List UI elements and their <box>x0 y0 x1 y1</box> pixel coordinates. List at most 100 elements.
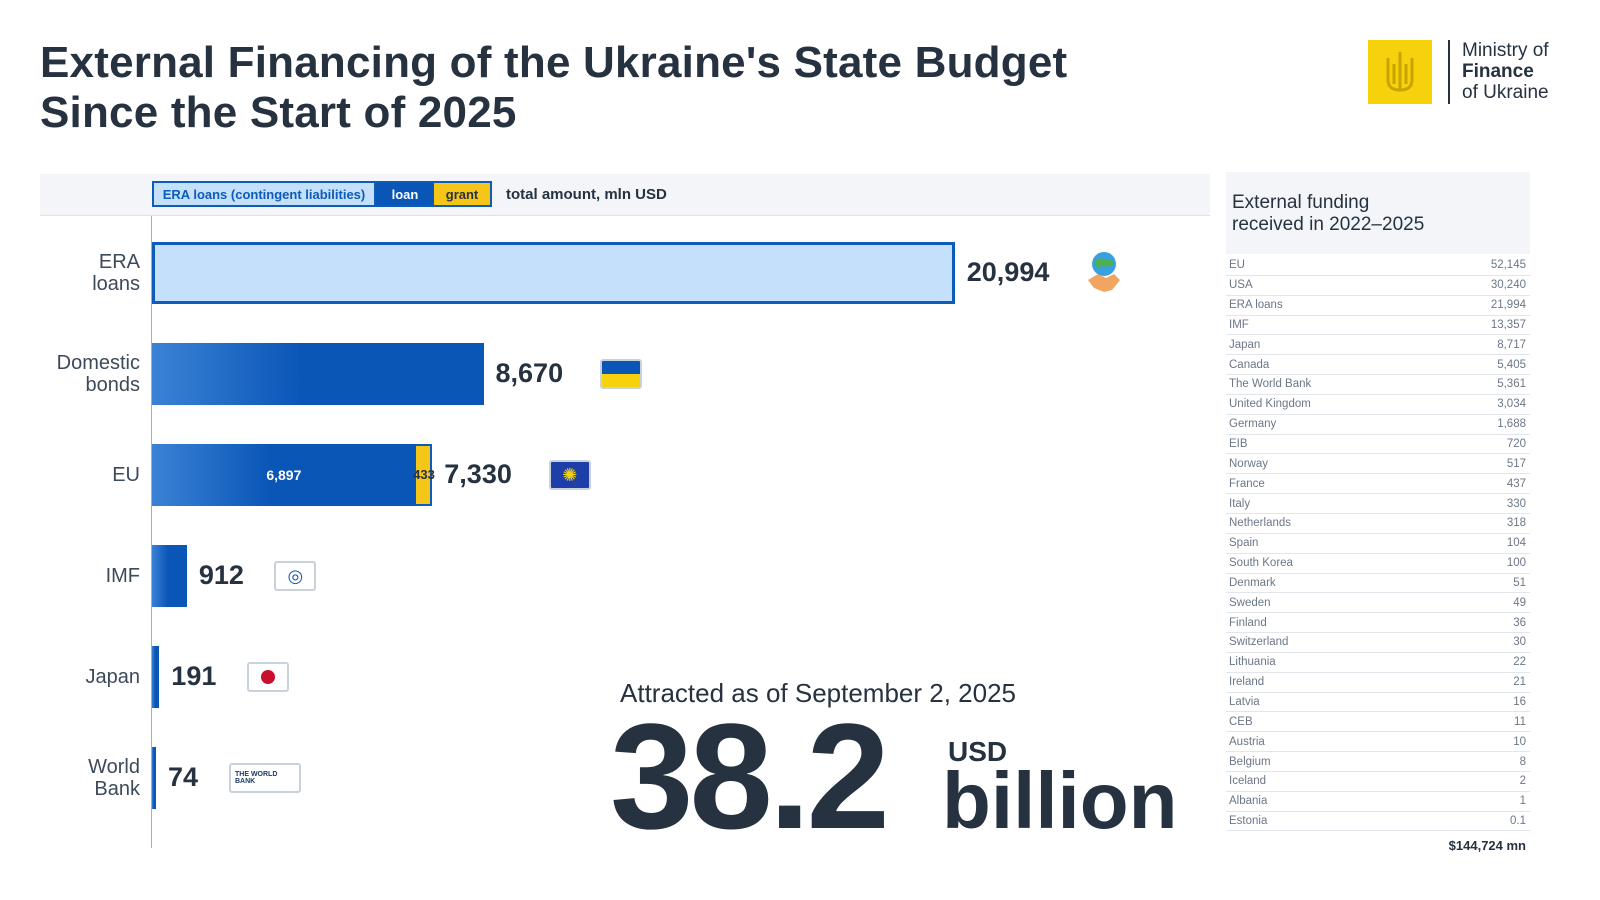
table-row-name: Japan <box>1229 338 1261 351</box>
table-row-name: France <box>1229 477 1265 490</box>
table-row-name: Canada <box>1229 358 1270 371</box>
table-row: Norway 517 <box>1226 454 1530 475</box>
segment-label-loan-eu: 6,897 <box>266 467 302 483</box>
funding-table: External funding received in 2022–2025 E… <box>1226 172 1530 862</box>
table-row-value: 36 <box>1513 616 1526 629</box>
handshake-globe-icon <box>1086 250 1122 294</box>
table-row: Germany 1,688 <box>1226 415 1530 435</box>
table-row-value: 330 <box>1506 497 1526 510</box>
funding-table-title: External funding received in 2022–2025 <box>1232 192 1424 236</box>
imf-logo-icon: ◎ <box>274 561 317 591</box>
logo-line-3: of Ukraine <box>1462 82 1549 103</box>
table-row-name: Germany <box>1229 418 1277 431</box>
table-row-name: Albania <box>1229 795 1268 808</box>
table-row-name: EIB <box>1229 438 1248 451</box>
value-label-imf: 912 <box>198 560 244 590</box>
value-label-domestic: 8,670 <box>495 358 564 388</box>
chart-legend: ERA loans (contingent liabilities) loan … <box>40 174 1210 216</box>
table-row-value: 10 <box>1513 735 1526 748</box>
legend-era: ERA loans (contingent liabilities) <box>152 181 376 207</box>
table-row: ERA loans 21,994 <box>1226 296 1530 316</box>
table-row-value: 11 <box>1514 715 1526 728</box>
total-currency: USD <box>948 736 1008 767</box>
table-row-value: 104 <box>1506 537 1526 550</box>
eu-flag-icon: ✺ <box>548 460 591 490</box>
table-row-name: Sweden <box>1229 596 1271 609</box>
title-line-2: Since the Start of 2025 <box>40 88 517 137</box>
value-label-eu: 7,330 <box>444 459 512 489</box>
table-row-name: Spain <box>1229 537 1259 550</box>
table-row: Switzerland 30 <box>1226 633 1530 653</box>
legend-unit: total amount, mln USD <box>506 186 667 203</box>
table-row-value: 51 <box>1513 576 1526 589</box>
table-row: Ireland 21 <box>1226 673 1530 693</box>
title-line-1: External Financing of the Ukraine's Stat… <box>40 38 1068 87</box>
table-row: Denmark 51 <box>1226 574 1530 594</box>
table-row-value: 100 <box>1506 557 1526 570</box>
ukraine-flag-icon <box>600 359 643 389</box>
table-row: Latvia 16 <box>1226 693 1530 713</box>
table-row-name: The World Bank <box>1229 378 1312 391</box>
table-row-value: 5,361 <box>1497 378 1526 391</box>
category-label-domestic: Domestic bonds <box>56 352 140 396</box>
bar-loan-eu <box>152 444 416 506</box>
table-row: South Korea 100 <box>1226 554 1530 574</box>
attracted-label: Attracted as of September 2, 2025 <box>620 678 1017 708</box>
table-row: The World Bank 5,361 <box>1226 375 1530 395</box>
total-scale: billion <box>942 756 1178 845</box>
table-row: Italy 330 <box>1226 494 1530 514</box>
category-label-era: ERA loans <box>92 251 140 295</box>
table-row-name: USA <box>1229 279 1253 292</box>
table-row-value: 437 <box>1506 477 1526 490</box>
table-row-value: 5,405 <box>1497 358 1526 371</box>
funding-table-header: External funding received in 2022–2025 <box>1226 172 1530 254</box>
funding-table-rows: EU 52,145 USA 30,240 ERA loans 21,994 IMF 13,35… <box>1226 256 1530 832</box>
funding-title-line-2: received in 2022–2025 <box>1232 214 1425 235</box>
segment-label-grant-eu: 433 <box>413 467 435 482</box>
table-row-name: ERA loans <box>1229 299 1283 312</box>
table-row-value: 22 <box>1513 656 1526 669</box>
table-row: Belgium 8 <box>1226 752 1530 772</box>
category-label-imf: IMF <box>105 565 140 587</box>
total-amount: 38.2 <box>610 692 890 860</box>
table-row-name: Denmark <box>1229 576 1276 589</box>
table-row-name: EU <box>1229 259 1245 272</box>
table-row-value: 30,240 <box>1490 279 1526 292</box>
table-row-value: 517 <box>1506 457 1526 470</box>
table-row: Lithuania 22 <box>1226 653 1530 673</box>
bar-loan-imf <box>152 545 187 607</box>
table-row-name: Italy <box>1229 497 1251 510</box>
table-row: Japan 8,717 <box>1226 335 1530 356</box>
category-label-eu: EU <box>112 464 140 486</box>
table-row: Sweden 49 <box>1226 593 1530 614</box>
table-row-value: 30 <box>1513 636 1526 649</box>
value-label-era: 20,994 <box>966 257 1050 287</box>
world-bank-logo-text: THE WORLD BANK <box>235 771 278 785</box>
table-row: EIB 720 <box>1226 435 1530 455</box>
table-row: Estonia 0.1 <box>1226 812 1530 832</box>
bar-chart: ERA loans (contingent liabilities) loan … <box>40 174 1210 854</box>
table-row-name: IMF <box>1229 318 1249 331</box>
world-bank-logo-icon: THE WORLD BANK <box>229 763 301 793</box>
table-row-name: Lithuania <box>1229 656 1276 669</box>
table-row-name: United Kingdom <box>1229 398 1311 411</box>
table-row-name: Switzerland <box>1229 636 1289 649</box>
value-label-wb: 74 <box>168 762 199 792</box>
table-row-value: 3,034 <box>1497 398 1526 411</box>
bar-loan-wb <box>152 747 156 809</box>
page-title: External Financing of the Ukraine's Stat… <box>40 38 1067 138</box>
table-row: Canada 5,405 <box>1226 355 1530 376</box>
bar-grant-eu <box>415 444 433 506</box>
bar-loan-domestic <box>152 343 484 405</box>
table-row-name: Netherlands <box>1229 517 1292 530</box>
table-row: United Kingdom 3,034 <box>1226 395 1530 415</box>
trident-emblem-icon <box>1368 40 1432 104</box>
legend-loan: loan <box>376 181 434 207</box>
logo-divider <box>1448 40 1450 104</box>
table-row-value: 1 <box>1519 795 1526 808</box>
table-row-value: 318 <box>1506 517 1526 530</box>
table-row-value: 21,994 <box>1490 299 1526 312</box>
table-row-value: 52,145 <box>1490 259 1526 272</box>
table-row-value: 8 <box>1519 755 1526 768</box>
table-row: EU 52,145 <box>1226 256 1530 276</box>
